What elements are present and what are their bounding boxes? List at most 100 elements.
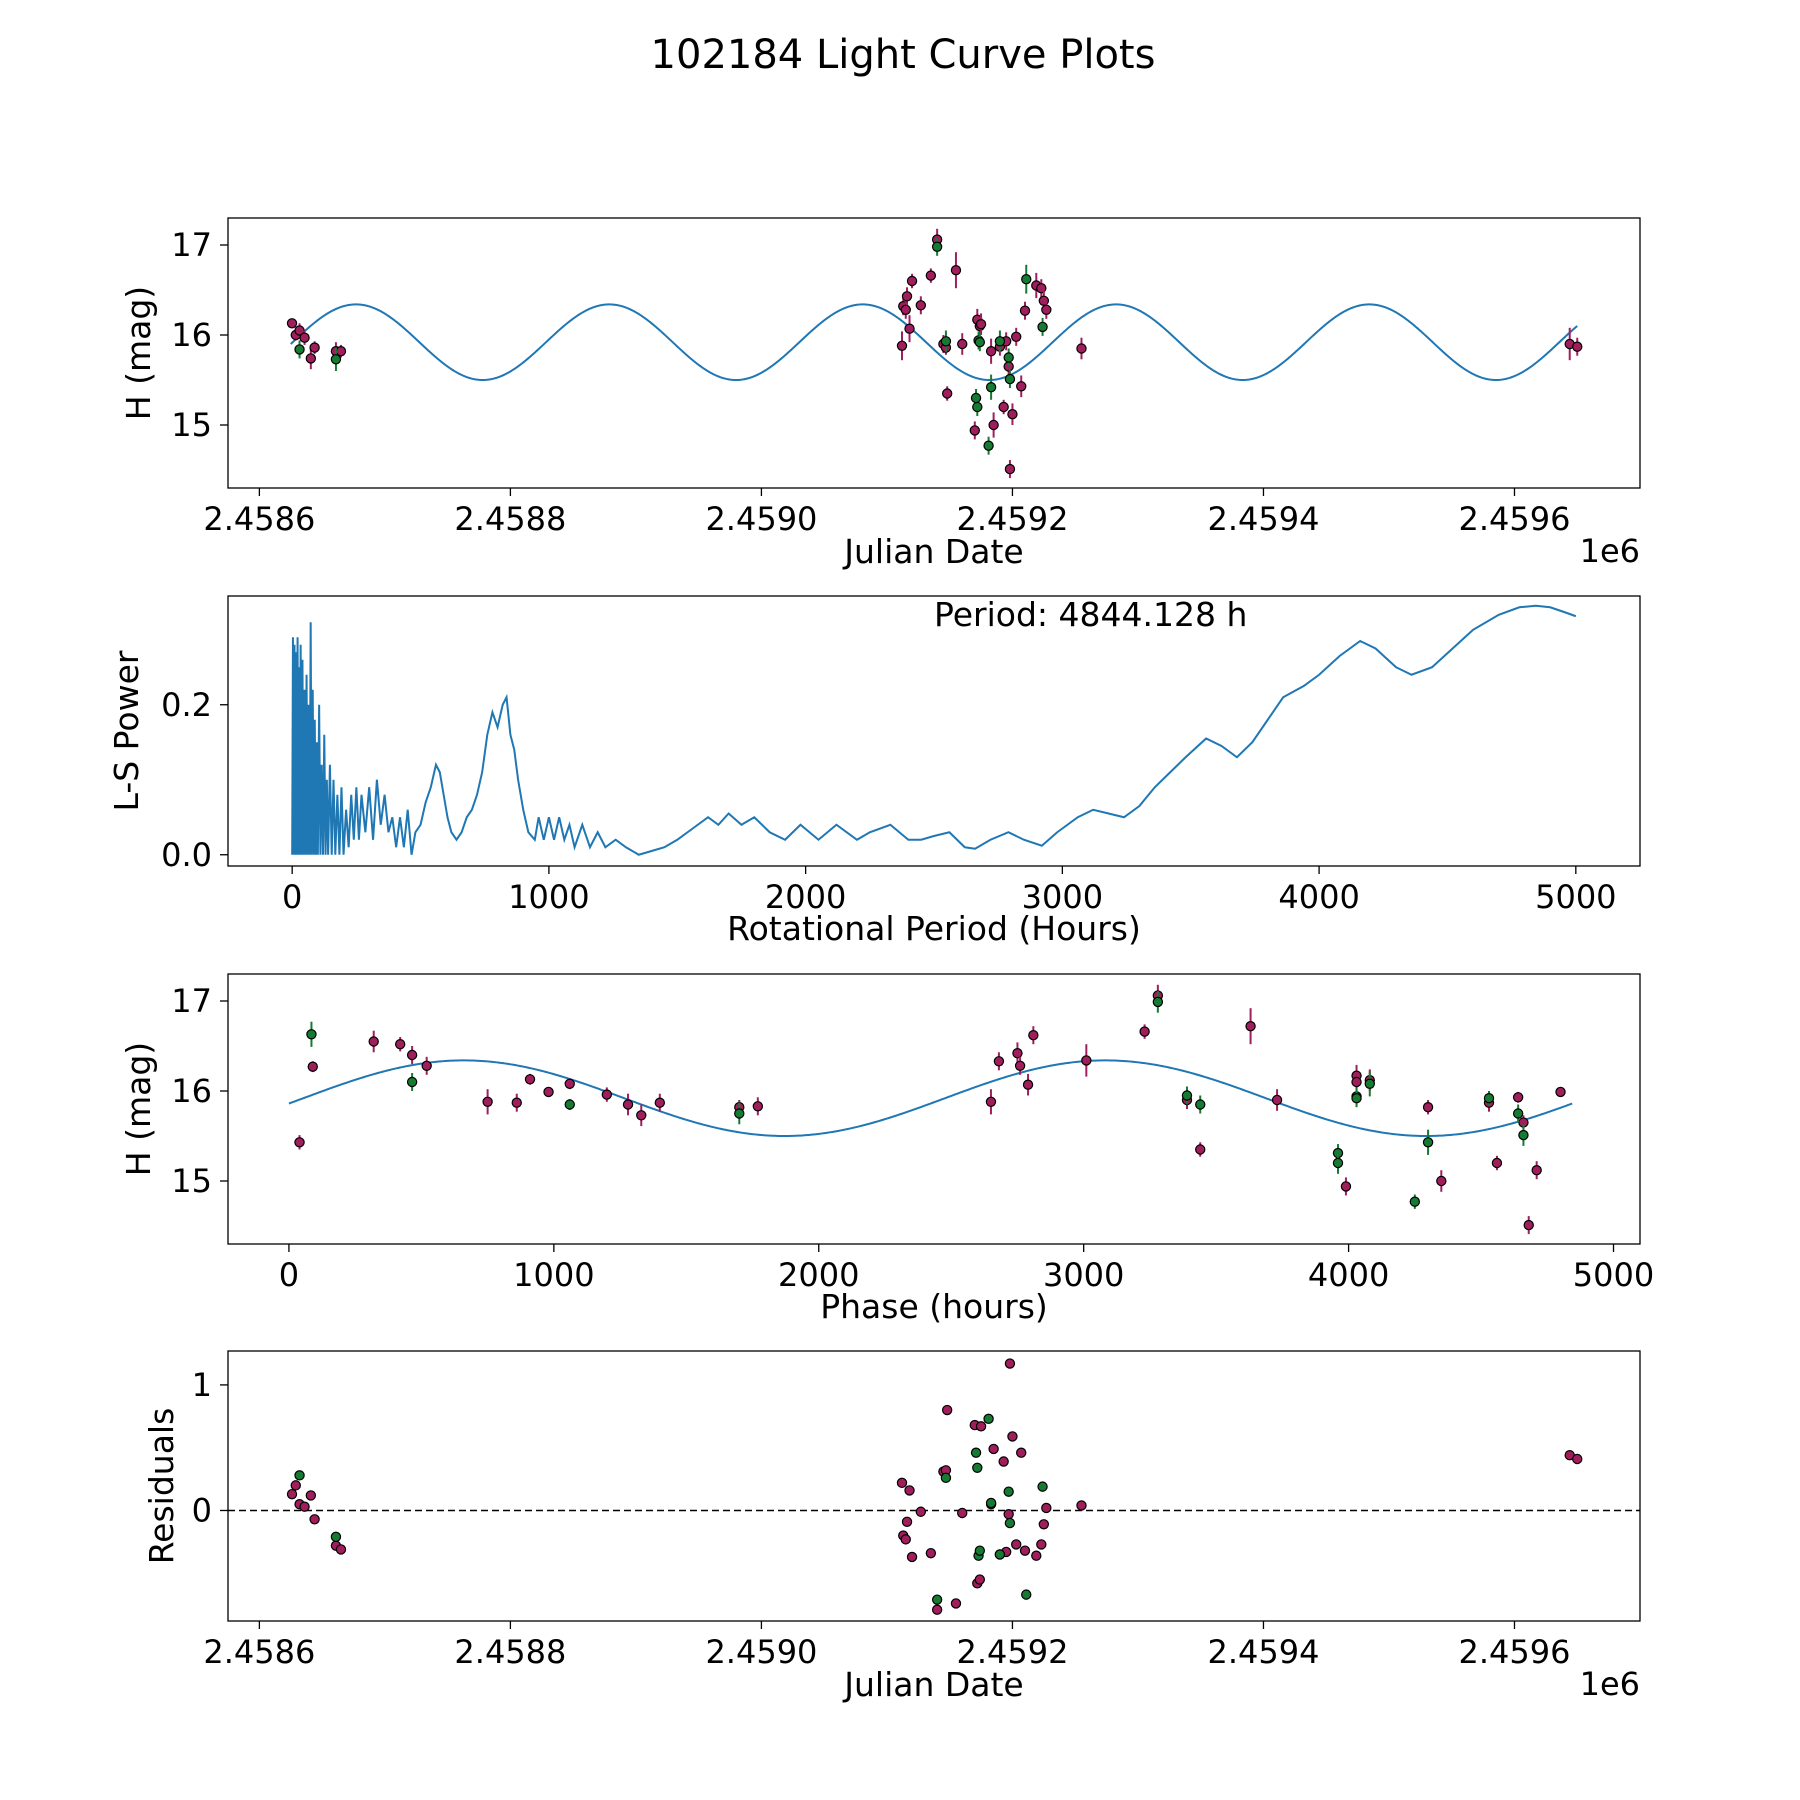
phase-model-line: [288, 1059, 1573, 1137]
periodogram-xtick-label: 5000: [1535, 878, 1616, 916]
phase-data-point: [1436, 1175, 1447, 1187]
residuals-data-point: [1011, 1539, 1022, 1550]
periodogram-xtick-label: 0: [282, 878, 302, 916]
periodogram-xlabel: Rotational Period (Hours): [727, 909, 1141, 948]
lightcurve-data-point: [931, 241, 943, 252]
residuals-data-point: [998, 1456, 1009, 1467]
lightcurve-data-point: [985, 346, 997, 357]
residuals-ylabel: Residuals: [142, 1408, 181, 1565]
phase-plot-area: [288, 984, 1573, 1235]
lightcurve-data-point: [974, 337, 986, 348]
lightcurve-data-point: [896, 340, 908, 351]
lightcurve-data-point: [940, 336, 952, 347]
phase-data-point: [1555, 1086, 1566, 1098]
residuals-xtick-label: 2.4590: [705, 1633, 817, 1671]
periodogram-xtick-label: 3000: [1022, 878, 1103, 916]
phase-ylabel: H (mag): [119, 1042, 158, 1176]
periodogram-ytick-label: 0.0: [161, 836, 212, 874]
lightcurve-data-point: [941, 388, 953, 399]
periodogram-axes: 0 1000 2000 3000 4000 5000 0.0 0.2 Rotational Pe…: [107, 595, 1641, 948]
lightcurve-data-point: [1572, 341, 1583, 352]
lightcurve-data-point: [1004, 463, 1016, 475]
phase-data-point: [524, 1074, 536, 1085]
phase-xlabel: Phase (hours): [820, 1287, 1048, 1326]
phase-data-point: [368, 1036, 379, 1047]
residuals-data-point: [950, 1598, 962, 1609]
phase-xtick-label: 0: [279, 1256, 299, 1294]
phase-data-point: [1422, 1137, 1434, 1148]
lightcurve-ytick-label: 16: [171, 316, 212, 354]
residuals-data-point: [1038, 1519, 1050, 1530]
phase-series-r-band: [294, 984, 1566, 1235]
phase-data-point: [622, 1099, 634, 1110]
residuals-data-point: [1003, 1509, 1014, 1520]
residuals-data-point: [1076, 1500, 1087, 1511]
residuals-data-point: [906, 1551, 918, 1563]
residuals-data-point: [988, 1443, 999, 1455]
lightcurve-xtick-label: 2.4590: [705, 500, 817, 538]
lightcurve-data-point: [975, 319, 987, 330]
residuals-data-point: [931, 1594, 943, 1605]
phase-xtick-label: 3000: [1043, 1256, 1124, 1294]
residuals-data-point: [974, 1574, 986, 1585]
residuals-axes: 2.4586 2.4588 2.4590 2.4592 2.4594 2.4596 0 1 Ju…: [142, 1350, 1641, 1704]
residuals-data-point: [983, 1413, 994, 1425]
lightcurve-offset-label: 1e6: [1580, 532, 1640, 570]
phase-data-point: [1245, 1020, 1256, 1032]
lightcurve-data-point: [1041, 304, 1052, 315]
residuals-data-point: [972, 1462, 983, 1473]
phase-data-point: [1409, 1196, 1421, 1207]
lightcurve-ylabel: H (mag): [119, 286, 158, 420]
periodogram-ylabel: L-S Power: [107, 650, 146, 811]
residuals-data-point: [940, 1472, 952, 1484]
residuals-xlabel: Julian Date: [842, 1665, 1024, 1704]
lightcurve-data-point: [957, 338, 968, 350]
lightcurve-data-point: [950, 265, 962, 276]
phase-ytick-label: 16: [171, 1072, 212, 1110]
lightcurve-data-point: [299, 332, 310, 343]
phase-data-point: [1364, 1078, 1375, 1090]
lightcurve-data-point: [970, 392, 982, 404]
lightcurve-series-g-band: [294, 237, 1048, 455]
residuals-series-g-band: [294, 1413, 1048, 1605]
period-annotation: Period: 4844.128 h: [934, 595, 1247, 634]
residuals-data-point: [309, 1514, 320, 1525]
periodogram-xtick-label: 1000: [508, 878, 589, 916]
residuals-xtick-label: 2.4592: [956, 1633, 1068, 1671]
residuals-data-point: [975, 1421, 987, 1432]
residuals-data-point: [330, 1531, 342, 1543]
residuals-data-point: [994, 1549, 1006, 1560]
residuals-data-point: [901, 1516, 913, 1527]
lightcurve-data-point: [904, 323, 915, 334]
residuals-data-point: [1572, 1453, 1583, 1465]
phase-data-point: [654, 1097, 666, 1108]
phase-data-point: [543, 1086, 554, 1098]
residuals-data-point: [1004, 1358, 1016, 1369]
phase-data-point: [1028, 1029, 1039, 1041]
lightcurve-data-point: [983, 440, 994, 451]
residuals-data-point: [305, 1490, 317, 1501]
phase-ytick-label: 17: [171, 982, 212, 1020]
lightcurve-data-point: [1076, 343, 1087, 354]
residuals-data-point: [1004, 1517, 1016, 1529]
phase-data-point: [1523, 1219, 1534, 1231]
phase-data-point: [1195, 1099, 1206, 1110]
phase-data-point: [1012, 1047, 1023, 1059]
residuals-data-point: [1007, 1431, 1018, 1442]
lightcurve-data-point: [969, 425, 980, 436]
lightcurve-data-point: [330, 354, 342, 365]
phase-data-point: [1271, 1094, 1283, 1106]
phase-series-g-band: [306, 991, 1529, 1209]
lightcurve-data-point: [1019, 305, 1031, 316]
lightcurve-data-point: [998, 401, 1009, 413]
residuals-data-point: [974, 1545, 986, 1556]
residuals-data-point: [1036, 1539, 1047, 1550]
figure-title: 102184 Light Curve Plots: [651, 32, 1156, 78]
phase-data-point: [294, 1137, 305, 1148]
residuals-data-point: [904, 1485, 915, 1496]
residuals-xtick-label: 2.4586: [203, 1633, 315, 1671]
phase-data-point: [406, 1076, 418, 1088]
phase-data-point: [1022, 1079, 1034, 1090]
phase-data-point: [564, 1099, 575, 1110]
phase-xtick-label: 1000: [513, 1256, 594, 1294]
